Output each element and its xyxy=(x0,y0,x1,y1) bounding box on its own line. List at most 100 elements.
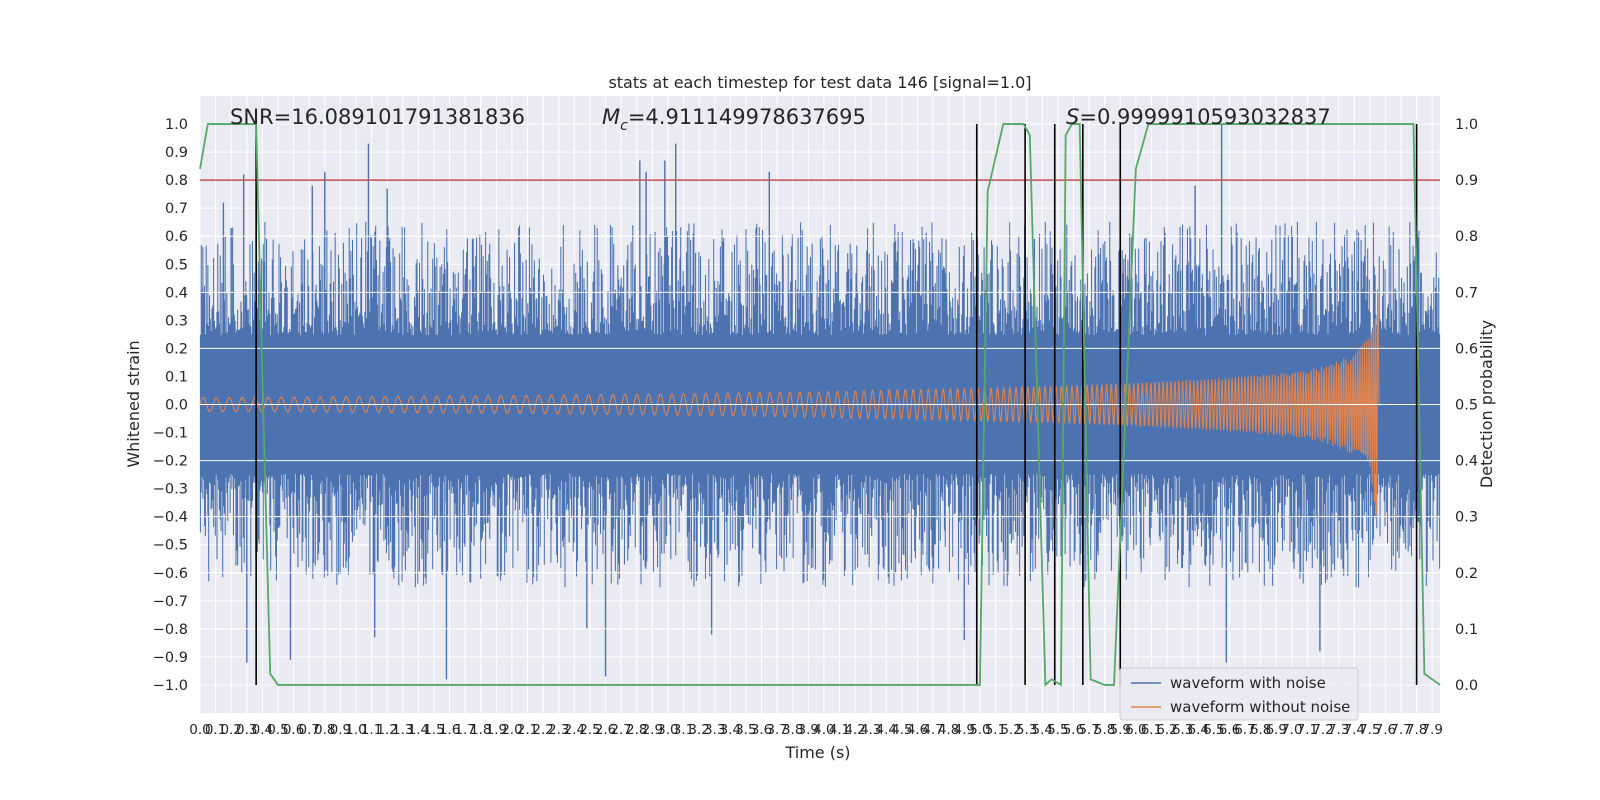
x-tick-label: 7.3 xyxy=(1328,722,1349,738)
x-tick-label: 7.8 xyxy=(1406,722,1427,738)
x-tick-label: 7.9 xyxy=(1421,722,1442,738)
y2-tick-label: 1.0 xyxy=(1455,117,1478,133)
x-axis-label: Time (s) xyxy=(784,743,850,762)
detection-markers xyxy=(255,124,1418,685)
x-tick-label: 2.2 xyxy=(532,722,553,738)
y-tick-label: 0.0 xyxy=(165,398,188,414)
mc-subscript: c xyxy=(620,118,628,134)
x-tick-label: 6.5 xyxy=(1203,722,1224,738)
x-tick-label: 0.0 xyxy=(189,722,210,738)
y-tick-label: −0.5 xyxy=(153,538,188,554)
probability-line xyxy=(199,123,1441,687)
x-tick-label: 7.1 xyxy=(1297,722,1318,738)
snr-annotation: SNR=16.089101791381836 xyxy=(230,105,525,129)
x-tick-label: 2.0 xyxy=(501,722,522,738)
signal-waveform-line xyxy=(199,292,1440,515)
y2-tick-label: 0.6 xyxy=(1455,341,1478,357)
y-tick-label: 1.0 xyxy=(165,117,188,133)
y-axis-label: Whitened strain xyxy=(124,340,143,467)
x-tick-label: 3.0 xyxy=(657,722,678,738)
y2-tick-label: 0.7 xyxy=(1455,285,1478,301)
x-tick-label: 4.3 xyxy=(860,722,881,738)
y-tick-label: −0.2 xyxy=(153,454,188,470)
x-tick-label: 5.4 xyxy=(1032,722,1053,738)
x-tick-label: 3.1 xyxy=(673,722,694,738)
x-tick-label: 4.6 xyxy=(907,722,928,738)
x-tick-label: 3.9 xyxy=(798,722,819,738)
x-tick-label: 0.6 xyxy=(283,722,304,738)
x-tick-label: 7.7 xyxy=(1390,722,1411,738)
x-tick-label: 3.3 xyxy=(704,722,725,738)
y-tick-label: −0.1 xyxy=(153,426,188,442)
x-tick-label: 5.7 xyxy=(1078,722,1099,738)
y-tick-label: −1.0 xyxy=(153,678,188,694)
y-tick-label: 0.5 xyxy=(165,257,188,273)
y-tick-label: −0.9 xyxy=(153,650,188,666)
y-tick-label: 0.7 xyxy=(165,201,188,217)
y-tick-label: −0.6 xyxy=(153,566,188,582)
x-tick-label: 4.9 xyxy=(954,722,975,738)
legend: waveform with noise waveform without noi… xyxy=(1119,667,1359,721)
x-tick-label: 5.0 xyxy=(969,722,990,738)
x-tick-labels: 0.00.10.20.30.40.50.60.70.80.91.01.11.21… xyxy=(189,722,1443,738)
y-tick-label: 0.6 xyxy=(165,229,188,245)
x-tick-label: 3.4 xyxy=(720,722,741,738)
x-tick-label: 0.2 xyxy=(220,722,241,738)
x-tick-label: 5.6 xyxy=(1063,722,1084,738)
x-tick-label: 5.8 xyxy=(1094,722,1115,738)
legend-box xyxy=(1119,667,1359,721)
x-tick-label: 1.3 xyxy=(392,722,413,738)
probability-series xyxy=(199,123,1441,687)
x-tick-label: 6.3 xyxy=(1172,722,1193,738)
x-tick-label: 5.1 xyxy=(985,722,1006,738)
y-tick-label: 0.3 xyxy=(165,313,188,329)
x-tick-label: 3.7 xyxy=(766,722,787,738)
x-tick-label: 0.1 xyxy=(205,722,226,738)
mc-symbol: M xyxy=(602,105,620,129)
x-tick-label: 0.7 xyxy=(298,722,319,738)
x-tick-label: 0.4 xyxy=(252,722,273,738)
x-tick-label: 4.7 xyxy=(922,722,943,738)
chirp-mass-annotation: Mc=4.911149978637695 xyxy=(602,105,866,134)
y2-tick-label: 0.2 xyxy=(1455,566,1478,582)
x-tick-label: 2.7 xyxy=(610,722,631,738)
x-tick-label: 3.5 xyxy=(735,722,756,738)
x-tick-label: 2.6 xyxy=(595,722,616,738)
x-tick-label: 1.2 xyxy=(376,722,397,738)
x-tick-label: 2.5 xyxy=(579,722,600,738)
y-tick-labels: −1.0 −0.9 −0.8 −0.7 −0.6 −0.5 −0.4 −0.3 −0.2 −0.1… xyxy=(153,117,188,694)
x-tick-label: 4.5 xyxy=(891,722,912,738)
mc-value: =4.911149978637695 xyxy=(628,105,866,129)
legend-label-signal: waveform without noise xyxy=(1170,698,1350,716)
x-tick-label: 1.4 xyxy=(408,722,429,738)
y2-tick-label: 0.5 xyxy=(1455,398,1478,414)
x-tick-label: 2.8 xyxy=(626,722,647,738)
x-tick-label: 4.8 xyxy=(938,722,959,738)
score-annotation: S=0.9999910593032837 xyxy=(1066,105,1331,129)
x-tick-label: 4.0 xyxy=(813,722,834,738)
x-tick-label: 3.8 xyxy=(782,722,803,738)
x-tick-label: 7.2 xyxy=(1312,722,1333,738)
x-tick-label: 7.5 xyxy=(1359,722,1380,738)
x-tick-label: 5.2 xyxy=(1000,722,1021,738)
x-tick-label: 6.7 xyxy=(1234,722,1255,738)
x-tick-label: 5.3 xyxy=(1016,722,1037,738)
x-tick-label: 1.6 xyxy=(439,722,460,738)
x-tick-label: 6.4 xyxy=(1187,722,1208,738)
x-tick-label: 4.2 xyxy=(844,722,865,738)
x-tick-label: 2.9 xyxy=(642,722,663,738)
x-tick-label: 4.1 xyxy=(829,722,850,738)
y2-tick-labels: 0.0 0.1 0.2 0.3 0.4 0.5 0.6 0.7 0.8 0.9 1.0 xyxy=(1455,117,1478,694)
y2-tick-label: 0.4 xyxy=(1455,454,1478,470)
chart-title: stats at each timestep for test data 146… xyxy=(608,73,1031,92)
y2-tick-label: 0.3 xyxy=(1455,510,1478,526)
x-tick-label: 2.4 xyxy=(564,722,585,738)
s-value: =0.9999910593032837 xyxy=(1079,105,1330,129)
y-tick-label: 0.8 xyxy=(165,173,188,189)
x-tick-label: 1.5 xyxy=(423,722,444,738)
x-tick-label: 6.1 xyxy=(1141,722,1162,738)
x-tick-label: 2.3 xyxy=(548,722,569,738)
x-tick-label: 3.6 xyxy=(751,722,772,738)
y2-tick-label: 0.0 xyxy=(1455,678,1478,694)
x-tick-label: 1.0 xyxy=(345,722,366,738)
